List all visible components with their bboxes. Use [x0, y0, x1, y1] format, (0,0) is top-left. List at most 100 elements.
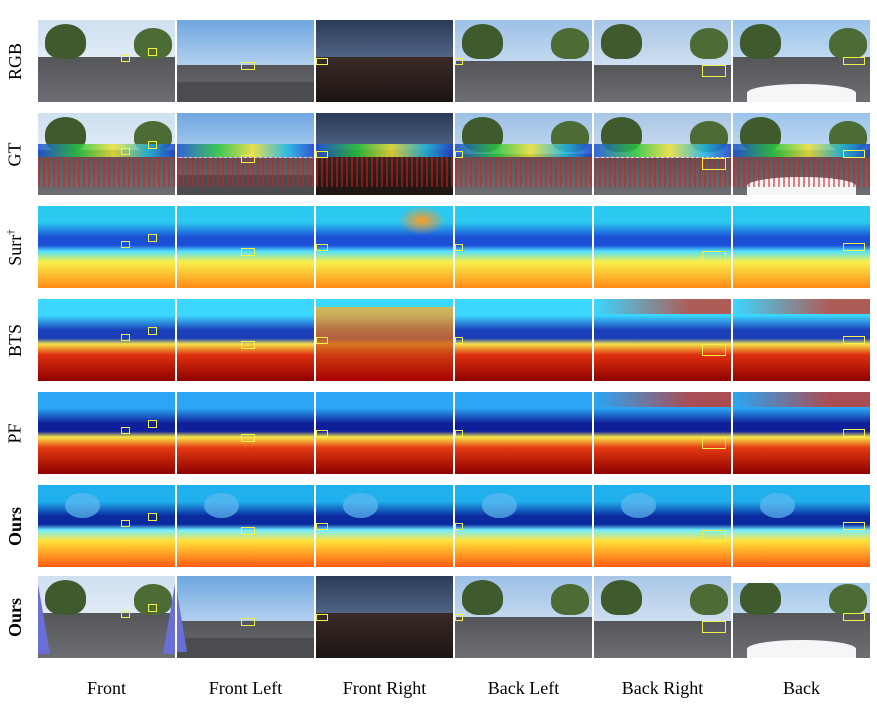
row-label-2: GT [0, 113, 30, 195]
highlight-box [148, 604, 157, 612]
rgb-image-back [733, 20, 870, 102]
row-label-sup: † [4, 228, 17, 235]
highlight-box [241, 434, 255, 442]
depth-image-back-right [594, 206, 731, 288]
row-label-text: Ours [5, 597, 26, 636]
highlight-box [121, 148, 130, 155]
row-label-main: GT [4, 142, 25, 166]
rgb-ours-image-front-left [177, 576, 314, 658]
highlight-box [455, 58, 463, 65]
depth-image-back-right [594, 299, 731, 381]
rgb-ours-image-front [38, 576, 175, 658]
highlight-box [316, 337, 328, 344]
highlight-box [316, 614, 328, 621]
column-label-back: Back [783, 678, 820, 698]
gt-image-back-right [594, 113, 731, 195]
depth-image-back-left [455, 299, 592, 381]
depth-image-front-left [177, 299, 314, 381]
depth-image-back [733, 206, 870, 288]
gt-image-front-right [316, 113, 453, 195]
row-label-text: Surr† [5, 229, 26, 266]
rgb-image-back-left [455, 20, 592, 102]
column-label-back-right: Back Right [621, 678, 704, 698]
highlight-box [241, 62, 255, 70]
depth-image-front-left [177, 485, 314, 567]
highlight-box [843, 613, 865, 621]
row-label-6: Ours [0, 485, 30, 567]
row-label-text: BTS [5, 323, 26, 356]
highlight-box [148, 327, 157, 335]
highlight-box [316, 58, 328, 65]
highlight-box [121, 611, 130, 618]
highlight-box [843, 57, 865, 65]
highlight-box [241, 618, 255, 626]
highlight-box [843, 336, 865, 344]
depth-image-back-left [455, 392, 592, 474]
highlight-box [121, 241, 130, 248]
highlight-box [316, 244, 328, 251]
highlight-box [241, 341, 255, 349]
highlight-box [702, 344, 726, 356]
highlight-box [316, 430, 328, 437]
depth-image-front-right [316, 206, 453, 288]
row-label-text: GT [5, 142, 26, 166]
depth-image-back-right [594, 392, 731, 474]
highlight-box [843, 243, 865, 251]
gt-image-front [38, 113, 175, 195]
highlight-box [148, 513, 157, 521]
rgb-image-front-left [177, 20, 314, 102]
depth-image-front [38, 485, 175, 567]
highlight-box [702, 251, 726, 263]
highlight-box [241, 527, 255, 535]
highlight-box [455, 244, 463, 251]
highlight-box [241, 155, 255, 163]
depth-image-back-left [455, 206, 592, 288]
highlight-box [455, 523, 463, 530]
row-label-7: Ours [0, 576, 30, 658]
highlight-box [121, 334, 130, 341]
row-label-main: PF [4, 422, 25, 444]
gt-image-back-left [455, 113, 592, 195]
column-label-back-left: Back Left [487, 678, 560, 698]
highlight-box [121, 55, 130, 62]
highlight-box [843, 429, 865, 437]
row-label-main: RGB [4, 42, 25, 80]
column-label-front: Front [86, 678, 126, 698]
depth-image-front [38, 392, 175, 474]
gt-image-back [733, 113, 870, 195]
rgb-image-front-right [316, 20, 453, 102]
rgb-ours-image-back-left [455, 576, 592, 658]
rgb-ours-image-back-right [594, 576, 731, 658]
highlight-box [843, 522, 865, 530]
highlight-box [148, 141, 157, 149]
depth-image-front-right [316, 485, 453, 567]
row-label-main: Ours [4, 597, 25, 637]
highlight-box [241, 248, 255, 256]
rgb-image-back-right [594, 20, 731, 102]
highlight-box [121, 520, 130, 527]
row-label-1: RGB [0, 20, 30, 102]
depth-image-back-right [594, 485, 731, 567]
highlight-box [702, 65, 726, 77]
rgb-ours-image-back [733, 576, 870, 658]
row-label-text: RGB [5, 42, 26, 79]
row-label-text: Ours [5, 506, 26, 545]
highlight-box [702, 530, 726, 542]
row-label-3: Surr† [0, 206, 30, 288]
highlight-box [455, 151, 463, 158]
depth-image-front-right [316, 392, 453, 474]
row-label-main: Ours [4, 506, 25, 546]
column-label-front-left: Front Left [208, 678, 283, 698]
row-label-main: BTS [4, 323, 25, 357]
depth-image-front-left [177, 392, 314, 474]
highlight-box [148, 420, 157, 428]
highlight-box [843, 150, 865, 158]
highlight-box [702, 621, 726, 633]
row-label-4: BTS [0, 299, 30, 381]
highlight-box [455, 430, 463, 437]
highlight-box [316, 151, 328, 158]
highlight-box [455, 614, 463, 621]
highlight-box [121, 427, 130, 434]
depth-image-front [38, 206, 175, 288]
